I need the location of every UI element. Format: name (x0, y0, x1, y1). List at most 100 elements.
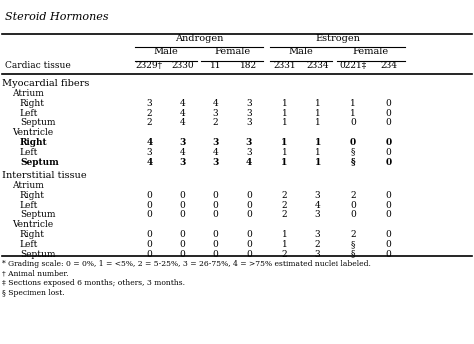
Text: 0: 0 (180, 211, 185, 219)
Text: 0: 0 (146, 240, 152, 249)
Text: 1: 1 (281, 138, 288, 147)
Text: §: § (351, 250, 356, 259)
Text: 3: 3 (246, 108, 252, 118)
Text: 1: 1 (314, 138, 321, 147)
Text: Ventricle: Ventricle (12, 128, 53, 137)
Text: Atrium: Atrium (12, 89, 44, 98)
Text: 2331: 2331 (273, 61, 296, 70)
Text: 0: 0 (146, 201, 152, 210)
Text: 0: 0 (350, 201, 356, 210)
Text: 0: 0 (246, 211, 252, 219)
Text: 0: 0 (246, 240, 252, 249)
Text: 1: 1 (350, 99, 356, 108)
Text: 1: 1 (315, 108, 320, 118)
Text: Right: Right (20, 99, 45, 108)
Text: 1: 1 (315, 99, 320, 108)
Text: 0: 0 (213, 250, 219, 259)
Text: Atrium: Atrium (12, 181, 44, 190)
Text: 3: 3 (212, 138, 219, 147)
Text: 1: 1 (282, 240, 287, 249)
Text: 4: 4 (180, 118, 185, 127)
Text: Septum: Septum (20, 118, 55, 127)
Text: 4: 4 (180, 108, 185, 118)
Text: 2329†: 2329† (136, 61, 163, 70)
Text: 3: 3 (213, 108, 219, 118)
Text: 0: 0 (213, 191, 219, 200)
Text: §: § (351, 158, 356, 166)
Text: ‡ Sections exposed 6 months; others, 3 months.: ‡ Sections exposed 6 months; others, 3 m… (2, 279, 185, 288)
Text: 1: 1 (350, 108, 356, 118)
Text: Androgen: Androgen (175, 34, 223, 43)
Text: Female: Female (353, 47, 389, 56)
Text: §: § (351, 240, 356, 249)
Text: 0221‡: 0221‡ (339, 61, 367, 70)
Text: §: § (351, 148, 356, 157)
Text: 0: 0 (350, 211, 356, 219)
Text: 2: 2 (213, 118, 219, 127)
Text: 1: 1 (282, 230, 287, 239)
Text: Cardiac tissue: Cardiac tissue (5, 61, 71, 70)
Text: † Animal number.: † Animal number. (2, 270, 69, 278)
Text: 1: 1 (315, 148, 320, 157)
Text: 3: 3 (179, 158, 186, 166)
Text: 1: 1 (282, 108, 287, 118)
Text: 0: 0 (246, 230, 252, 239)
Text: 0: 0 (246, 250, 252, 259)
Text: Left: Left (20, 201, 38, 210)
Text: Right: Right (20, 230, 45, 239)
Text: 2: 2 (282, 250, 287, 259)
Text: 0: 0 (213, 201, 219, 210)
Text: 0: 0 (180, 230, 185, 239)
Text: 3: 3 (246, 138, 252, 147)
Text: * Grading scale: 0 = 0%, 1 = <5%, 2 = 5-25%, 3 = 26-75%, 4 = >75% estimated nucl: * Grading scale: 0 = 0%, 1 = <5%, 2 = 5-… (2, 260, 371, 268)
Text: 2: 2 (146, 118, 152, 127)
Text: 0: 0 (386, 201, 392, 210)
Text: Myocardial fibers: Myocardial fibers (2, 79, 90, 88)
Text: Septum: Septum (20, 250, 55, 259)
Text: 4: 4 (146, 158, 153, 166)
Text: 0: 0 (146, 230, 152, 239)
Text: 0: 0 (246, 191, 252, 200)
Text: 1: 1 (282, 118, 287, 127)
Text: Left: Left (20, 148, 38, 157)
Text: 3: 3 (315, 250, 320, 259)
Text: 0: 0 (213, 240, 219, 249)
Text: 0: 0 (386, 230, 392, 239)
Text: 2: 2 (350, 230, 356, 239)
Text: 0: 0 (386, 240, 392, 249)
Text: 234: 234 (380, 61, 397, 70)
Text: 0: 0 (386, 211, 392, 219)
Text: 3: 3 (212, 158, 219, 166)
Text: 0: 0 (386, 138, 392, 147)
Text: 2: 2 (282, 191, 287, 200)
Text: 3: 3 (146, 148, 152, 157)
Text: Steroid Hormones: Steroid Hormones (5, 12, 109, 22)
Text: § Specimen lost.: § Specimen lost. (2, 289, 65, 297)
Text: 4: 4 (180, 99, 185, 108)
Text: 11: 11 (210, 61, 221, 70)
Text: Female: Female (214, 47, 250, 56)
Text: 3: 3 (315, 230, 320, 239)
Text: 3: 3 (246, 148, 252, 157)
Text: 0: 0 (146, 191, 152, 200)
Text: 0: 0 (180, 240, 185, 249)
Text: Left: Left (20, 240, 38, 249)
Text: 4: 4 (180, 148, 185, 157)
Text: 4: 4 (315, 201, 320, 210)
Text: 0: 0 (386, 250, 392, 259)
Text: 3: 3 (179, 138, 186, 147)
Text: 0: 0 (180, 201, 185, 210)
Text: 0: 0 (213, 211, 219, 219)
Text: 3: 3 (246, 99, 252, 108)
Text: Left: Left (20, 108, 38, 118)
Text: 0: 0 (180, 250, 185, 259)
Text: 2: 2 (282, 211, 287, 219)
Text: 182: 182 (240, 61, 257, 70)
Text: Estrogen: Estrogen (315, 34, 360, 43)
Text: 4: 4 (213, 148, 219, 157)
Text: 0: 0 (350, 118, 356, 127)
Text: 1: 1 (314, 158, 321, 166)
Text: 0: 0 (386, 99, 392, 108)
Text: 3: 3 (246, 118, 252, 127)
Text: 0: 0 (386, 148, 392, 157)
